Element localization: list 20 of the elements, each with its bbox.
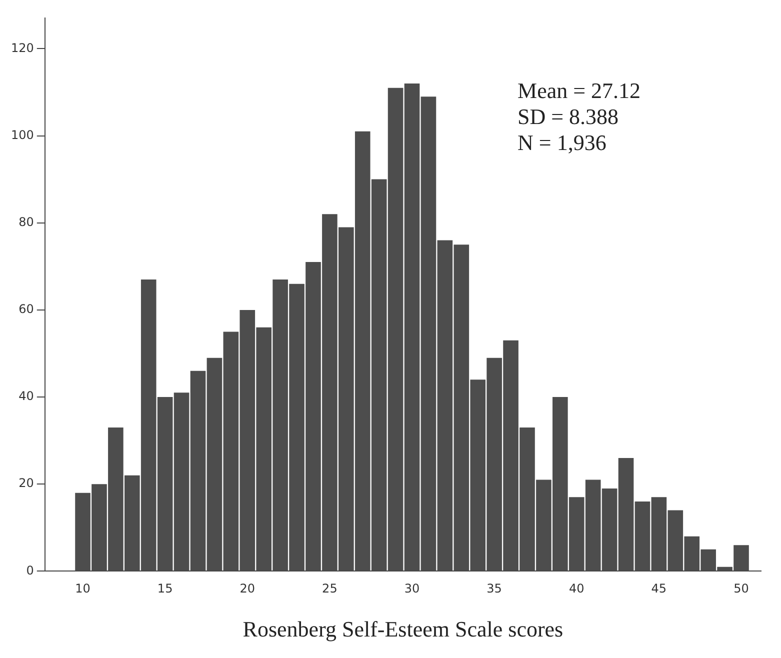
y-tick-label: 120 — [11, 40, 34, 55]
x-tick-label: 20 — [240, 582, 256, 596]
x-axis-title: Rosenberg Self-Esteem Scale scores — [242, 616, 564, 642]
y-tick-label: 60 — [18, 302, 34, 316]
x-tick-label: 35 — [486, 582, 502, 596]
x-tick-label: 50 — [734, 582, 749, 596]
x-tick-label: 45 — [651, 582, 667, 596]
annotation: Mean = 27.12 — [518, 78, 641, 104]
x-tick-label: 25 — [322, 582, 338, 596]
x-tick-label: 30 — [404, 582, 420, 596]
x-tick-label: 10 — [75, 582, 90, 596]
x-tick-label: 40 — [568, 582, 584, 596]
x-tick-label: 15 — [157, 582, 173, 596]
y-tick-label: 40 — [18, 389, 34, 404]
y-tick-label: 80 — [18, 214, 34, 229]
y-tick-label: 0 — [26, 563, 34, 578]
annotation: N = 1,936 — [518, 130, 606, 156]
y-tick-label: 20 — [18, 476, 34, 490]
y-tick-label: 100 — [11, 128, 34, 142]
annotation: SD = 8.388 — [518, 104, 619, 130]
